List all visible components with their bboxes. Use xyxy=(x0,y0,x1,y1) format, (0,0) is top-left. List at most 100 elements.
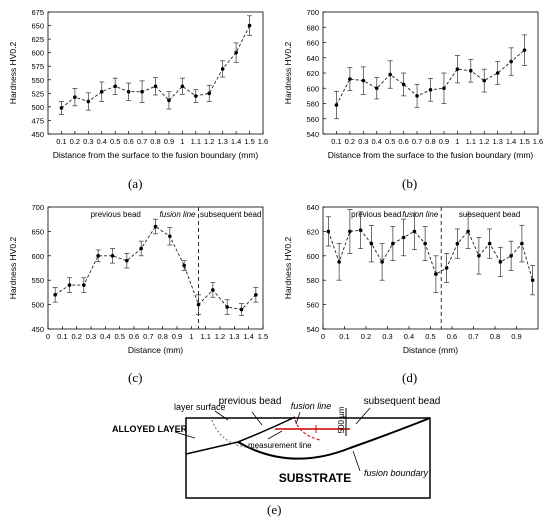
y-tick-label: 500 xyxy=(31,103,44,112)
y-tick-label: 640 xyxy=(306,203,319,212)
data-point xyxy=(113,84,117,89)
x-tick-label: 0.2 xyxy=(70,137,80,146)
data-point xyxy=(455,67,460,71)
previous-bead-arc xyxy=(211,419,259,449)
data-point xyxy=(428,87,433,92)
data-point xyxy=(361,78,366,83)
x-axis-label: Distance from the surface to the fusion … xyxy=(328,150,534,160)
y-tick-label: 525 xyxy=(31,89,44,98)
annotation-previous-bead: previous bead xyxy=(91,210,141,219)
x-tick-label: 0.2 xyxy=(71,332,81,341)
leader-fusion-boundary xyxy=(352,450,361,472)
data-point xyxy=(67,283,72,287)
data-point xyxy=(96,254,100,258)
data-point xyxy=(415,94,419,98)
panel-label-d: (d) xyxy=(402,370,418,385)
panel-label-e: (e) xyxy=(267,502,282,517)
data-point xyxy=(412,229,417,234)
x-axis-label: Distance (mm) xyxy=(403,345,458,355)
y-tick-label: 550 xyxy=(31,76,44,85)
label-scale: 500 µm xyxy=(337,406,346,433)
x-tick-label: 0.9 xyxy=(164,137,174,146)
y-axis-label: Hardness HV0.2 xyxy=(283,42,293,105)
x-tick-label: 0.5 xyxy=(385,137,395,146)
data-point xyxy=(498,260,503,264)
x-tick-label: 0.1 xyxy=(331,137,341,146)
x-tick-label: 1.3 xyxy=(229,332,239,341)
y-tick-label: 560 xyxy=(306,115,319,124)
data-point xyxy=(401,235,406,240)
x-tick-label: 0.8 xyxy=(150,137,160,146)
y-tick-label: 600 xyxy=(306,84,319,93)
data-point xyxy=(153,224,158,229)
data-point xyxy=(140,89,144,94)
x-tick-label: 0.6 xyxy=(398,137,408,146)
leader-fusion-line xyxy=(295,411,301,425)
y-tick-label: 550 xyxy=(31,276,44,285)
x-tick-label: 0.8 xyxy=(425,137,435,146)
x-tick-label: 0.5 xyxy=(114,332,124,341)
plot-frame xyxy=(322,206,539,330)
data-point xyxy=(59,106,64,110)
chart-d: 540 560 580 600 620 640 0 0.1 0.2 0.3 0.4 0.5 0.6 0.7… xyxy=(283,203,539,355)
y-tick-label: 640 xyxy=(306,54,319,63)
data-point xyxy=(380,260,384,264)
y-tick-label: 680 xyxy=(306,23,319,32)
chart-a: 450 475 500 525 550 575 600 625 650 675 0.1 0.2 0.3 0… xyxy=(8,8,268,160)
x-tick-label: 0.1 xyxy=(56,137,66,146)
data-point xyxy=(520,241,524,246)
leader-previous-bead xyxy=(251,411,263,426)
y-tick-label: 675 xyxy=(31,8,44,17)
x-tick-label: 1.3 xyxy=(492,137,502,146)
data-point xyxy=(82,283,86,287)
data-point xyxy=(442,86,446,91)
label-substrate: SUBSTRATE xyxy=(279,471,351,485)
x-tick-label: 0.3 xyxy=(358,137,368,146)
x-tick-label: 0.7 xyxy=(143,332,153,341)
x-tick-label: 0.1 xyxy=(339,332,349,341)
data-point xyxy=(348,77,352,81)
y-tick-label: 600 xyxy=(306,252,319,261)
data-point xyxy=(358,228,363,232)
x-tick-label: 0.4 xyxy=(97,137,107,146)
annotation-subsequent-bead: subsequent bead xyxy=(200,210,261,219)
label-alloyed-layer: ALLOYED LAYER xyxy=(112,424,188,434)
x-tick-label: 0 xyxy=(321,332,325,341)
data-point xyxy=(110,254,115,258)
data-point xyxy=(530,278,535,282)
x-tick-label: 0 xyxy=(46,332,50,341)
data-point xyxy=(167,98,171,103)
data-point xyxy=(182,263,186,268)
data-point xyxy=(495,71,500,75)
x-tick-label: 1.1 xyxy=(200,332,210,341)
annotation-subsequent-bead: subsequent bead xyxy=(459,210,520,219)
y-tick-label: 560 xyxy=(306,301,319,310)
label-subsequent-bead: subsequent bead xyxy=(364,396,441,407)
data-point xyxy=(247,23,252,28)
y-tick-label: 650 xyxy=(31,22,44,31)
x-tick-label: 1 xyxy=(180,137,184,146)
x-tick-label: 0.6 xyxy=(123,137,133,146)
leader-subsequent-bead xyxy=(355,407,371,425)
x-tick-label: 1.3 xyxy=(217,137,227,146)
data-point xyxy=(477,254,481,258)
y-tick-label: 625 xyxy=(31,35,44,44)
plot-frame xyxy=(47,206,264,330)
y-tick-label: 600 xyxy=(31,252,44,261)
data-point xyxy=(196,302,201,307)
data-point xyxy=(168,234,172,239)
data-point xyxy=(99,89,104,94)
data-point xyxy=(455,241,460,246)
data-point xyxy=(423,241,427,246)
annotation-fusion-line: fusion line xyxy=(159,210,196,219)
y-tick-label: 580 xyxy=(306,276,319,285)
x-tick-label: 0.9 xyxy=(511,332,521,341)
data-point xyxy=(220,67,225,71)
x-tick-label: 0.7 xyxy=(412,137,422,146)
leader-layer-surface xyxy=(214,410,229,421)
x-axis-label: Distance (mm) xyxy=(128,345,183,355)
series-line xyxy=(61,25,251,109)
x-tick-label: 1.4 xyxy=(231,137,241,146)
data-point xyxy=(509,59,513,64)
